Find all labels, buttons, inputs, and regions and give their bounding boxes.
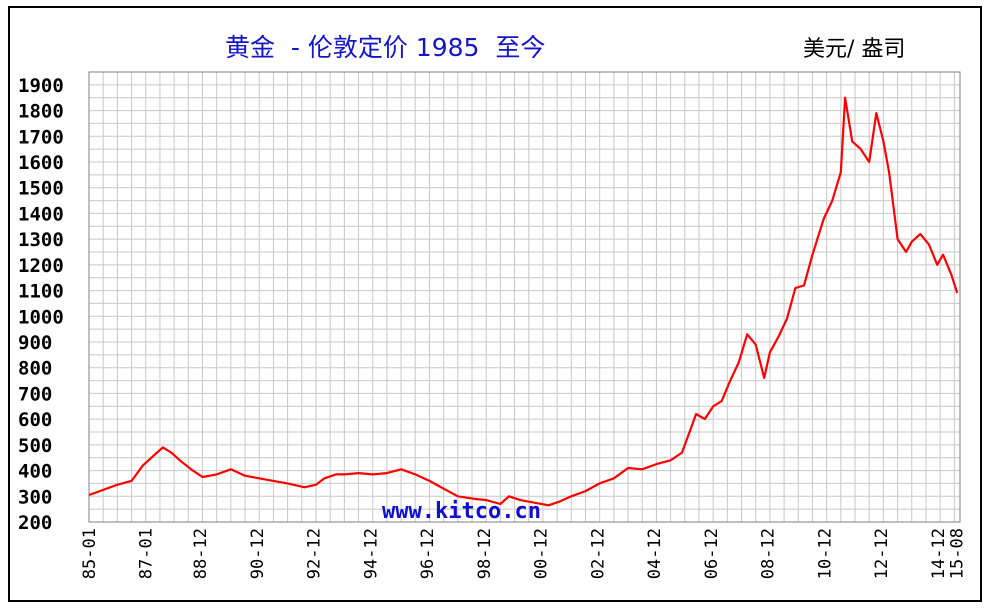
unit-label: 美元/ 盎司 <box>803 37 905 62</box>
x-tick-label: 96-12 <box>418 528 438 579</box>
x-tick-label: 04-12 <box>645 528 665 579</box>
y-tick-label: 500 <box>18 435 52 457</box>
y-tick-label: 1000 <box>18 306 64 328</box>
x-tick-label: 87-01 <box>137 528 157 579</box>
y-tick-label: 1600 <box>18 152 64 174</box>
x-tick-label: 08-12 <box>759 528 779 579</box>
y-tick-label: 1900 <box>18 75 64 97</box>
x-tick-label: 06-12 <box>702 528 722 579</box>
y-axis: 200 300 400 500 600 700 800 900 1000 1100 1200 1300… <box>18 75 64 534</box>
x-tick-label: 15-08 <box>948 528 968 579</box>
plot-border <box>88 71 961 523</box>
watermark: www.kitco.cn <box>382 499 541 524</box>
x-tick-label: 92-12 <box>305 528 325 579</box>
x-tick-label: 88-12 <box>191 528 211 579</box>
y-tick-label: 300 <box>18 486 52 508</box>
y-tick-label: 800 <box>18 358 52 380</box>
gold-price-chart: 200 300 400 500 600 700 800 900 1000 1100 1200 1300… <box>18 33 968 579</box>
y-tick-label: 1300 <box>18 229 64 251</box>
x-tick-label: 02-12 <box>588 528 608 579</box>
y-tick-label: 1400 <box>18 203 64 225</box>
x-tick-label: 90-12 <box>248 528 268 579</box>
series-line <box>88 96 959 507</box>
x-tick-label: 12-12 <box>872 528 892 579</box>
x-tick-label: 14-12 <box>929 528 949 579</box>
y-tick-label: 1100 <box>18 281 64 303</box>
y-tick-label: 400 <box>18 461 52 483</box>
y-tick-label: 1500 <box>18 178 64 200</box>
x-tick-label: 85-01 <box>80 528 100 579</box>
x-tick-label: 00-12 <box>532 528 552 579</box>
y-tick-label: 700 <box>18 383 52 405</box>
x-tick-label: 10-12 <box>815 528 835 579</box>
x-tick-label: 98-12 <box>475 528 495 579</box>
chart-title: 黄金 - 伦敦定价 1985 至今 <box>225 33 545 62</box>
x-tick-label: 94-12 <box>361 528 381 579</box>
y-tick-label: 200 <box>18 512 52 534</box>
y-tick-label: 1200 <box>18 255 64 277</box>
chart-frame: 200 300 400 500 600 700 800 900 1000 1100 1200 1300… <box>8 6 982 602</box>
y-tick-label: 1700 <box>18 126 64 148</box>
x-axis: 85-01 87-01 88-12 90-12 92-12 94-12 96-12 98-12… <box>80 528 968 579</box>
y-tick-label: 1800 <box>18 101 64 123</box>
y-tick-label: 600 <box>18 409 52 431</box>
grid <box>88 71 960 523</box>
y-tick-label: 900 <box>18 332 52 354</box>
